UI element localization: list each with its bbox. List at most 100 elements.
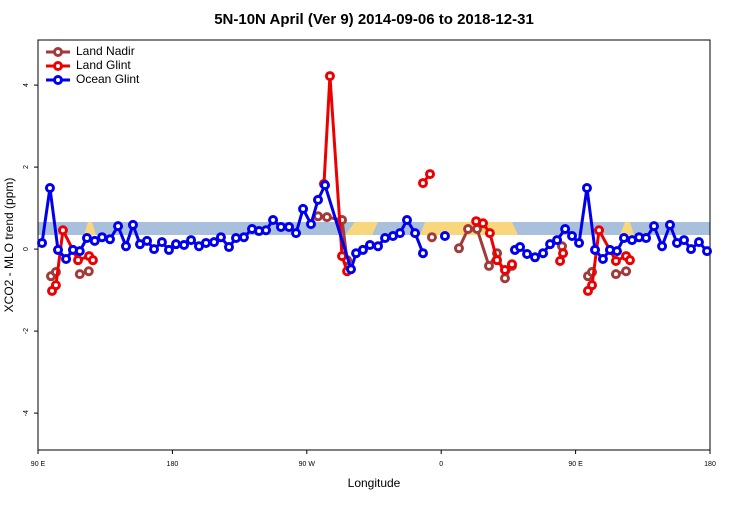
data-point bbox=[313, 194, 323, 205]
data-point bbox=[664, 219, 675, 230]
data-point bbox=[305, 219, 316, 230]
x-tick-label: 180 bbox=[704, 461, 716, 468]
data-point bbox=[484, 228, 495, 239]
data-point bbox=[558, 248, 569, 259]
data-point bbox=[499, 273, 510, 284]
x-tick-label: 90 W bbox=[299, 461, 316, 468]
data-point bbox=[284, 221, 295, 232]
data-point bbox=[610, 269, 621, 280]
data-point bbox=[417, 248, 428, 259]
data-point bbox=[113, 221, 124, 232]
data-point bbox=[89, 235, 100, 246]
legend-label: Land Glint bbox=[76, 58, 131, 72]
y-axis-label: XCO2 - MLO trend (ppm) bbox=[2, 178, 16, 313]
data-point bbox=[320, 180, 331, 191]
chart-title: 5N-10N April (Ver 9) 2014-09-06 to 2018-… bbox=[214, 11, 534, 28]
legend-marker bbox=[53, 61, 63, 71]
data-point bbox=[587, 280, 598, 291]
data-point bbox=[215, 232, 226, 243]
data-point bbox=[364, 240, 375, 250]
data-point bbox=[74, 269, 85, 280]
data-point bbox=[186, 235, 197, 246]
data-point bbox=[483, 260, 494, 271]
land-band bbox=[84, 222, 96, 235]
data-point bbox=[624, 255, 635, 266]
data-point bbox=[324, 71, 335, 82]
data-point bbox=[346, 264, 357, 275]
data-point bbox=[693, 237, 704, 248]
data-point bbox=[463, 224, 474, 235]
x-tick-label: 180 bbox=[167, 461, 179, 468]
data-point bbox=[268, 214, 279, 225]
data-point bbox=[37, 237, 48, 248]
data-point bbox=[522, 249, 533, 260]
data-point bbox=[223, 242, 234, 253]
data-point bbox=[156, 237, 167, 248]
data-point bbox=[649, 221, 659, 232]
data-point bbox=[357, 244, 368, 255]
data-point bbox=[57, 225, 68, 236]
data-point bbox=[417, 178, 428, 189]
data-point bbox=[61, 253, 72, 264]
series-line bbox=[50, 75, 632, 292]
data-point bbox=[552, 235, 563, 246]
data-point bbox=[231, 233, 242, 244]
x-tick-label: 90 E bbox=[31, 461, 46, 468]
data-point bbox=[275, 221, 286, 232]
data-point bbox=[81, 233, 92, 244]
data-point bbox=[201, 237, 211, 248]
data-point bbox=[380, 233, 391, 244]
surface-band bbox=[38, 222, 710, 235]
legend-label: Land Nadir bbox=[76, 44, 135, 58]
data-point bbox=[298, 203, 309, 214]
data-point bbox=[657, 241, 668, 252]
y-tick-label: 4 bbox=[23, 83, 30, 87]
data-point bbox=[686, 244, 697, 255]
data-point bbox=[610, 255, 621, 266]
data-point bbox=[50, 280, 61, 291]
data-point bbox=[618, 233, 629, 244]
data-point bbox=[567, 230, 578, 241]
legend-marker bbox=[53, 75, 63, 85]
data-point bbox=[641, 233, 652, 244]
x-tick-label: 0 bbox=[439, 461, 443, 468]
data-point bbox=[594, 225, 605, 236]
data-point bbox=[402, 214, 413, 225]
data-point bbox=[83, 266, 94, 277]
data-point bbox=[104, 234, 115, 245]
y-tick-label: -4 bbox=[23, 410, 30, 416]
data-point bbox=[337, 251, 348, 262]
x-axis-label: Longitude bbox=[348, 476, 401, 490]
y-tick-label: 0 bbox=[23, 247, 30, 251]
data-point bbox=[581, 183, 592, 194]
plot-area: 90 E 180 90 W 0 90 E 180 -4 -2 0 2 4 Land NadirLand… bbox=[23, 44, 716, 468]
data-point bbox=[499, 265, 510, 276]
data-point bbox=[555, 255, 566, 266]
data-point bbox=[313, 211, 323, 222]
data-point bbox=[426, 232, 437, 243]
data-point bbox=[209, 237, 220, 248]
data-point bbox=[425, 169, 435, 180]
data-point bbox=[529, 252, 540, 263]
data-point bbox=[506, 259, 517, 270]
legend-marker bbox=[53, 47, 63, 57]
data-point bbox=[321, 212, 332, 223]
data-point bbox=[120, 241, 131, 252]
data-point bbox=[560, 224, 571, 235]
data-point bbox=[611, 246, 622, 257]
data-point bbox=[44, 183, 55, 194]
y-tick-label: 2 bbox=[23, 165, 30, 169]
land-band bbox=[620, 222, 634, 235]
y-tick-label: -2 bbox=[23, 328, 30, 334]
data-point bbox=[538, 248, 549, 259]
data-point bbox=[291, 228, 302, 239]
data-point bbox=[179, 240, 190, 250]
data-point bbox=[373, 241, 384, 252]
data-point bbox=[127, 219, 138, 230]
data-point bbox=[515, 242, 526, 253]
data-point bbox=[74, 246, 85, 257]
data-point bbox=[597, 253, 608, 264]
data-point bbox=[574, 237, 585, 248]
data-point bbox=[410, 228, 421, 239]
